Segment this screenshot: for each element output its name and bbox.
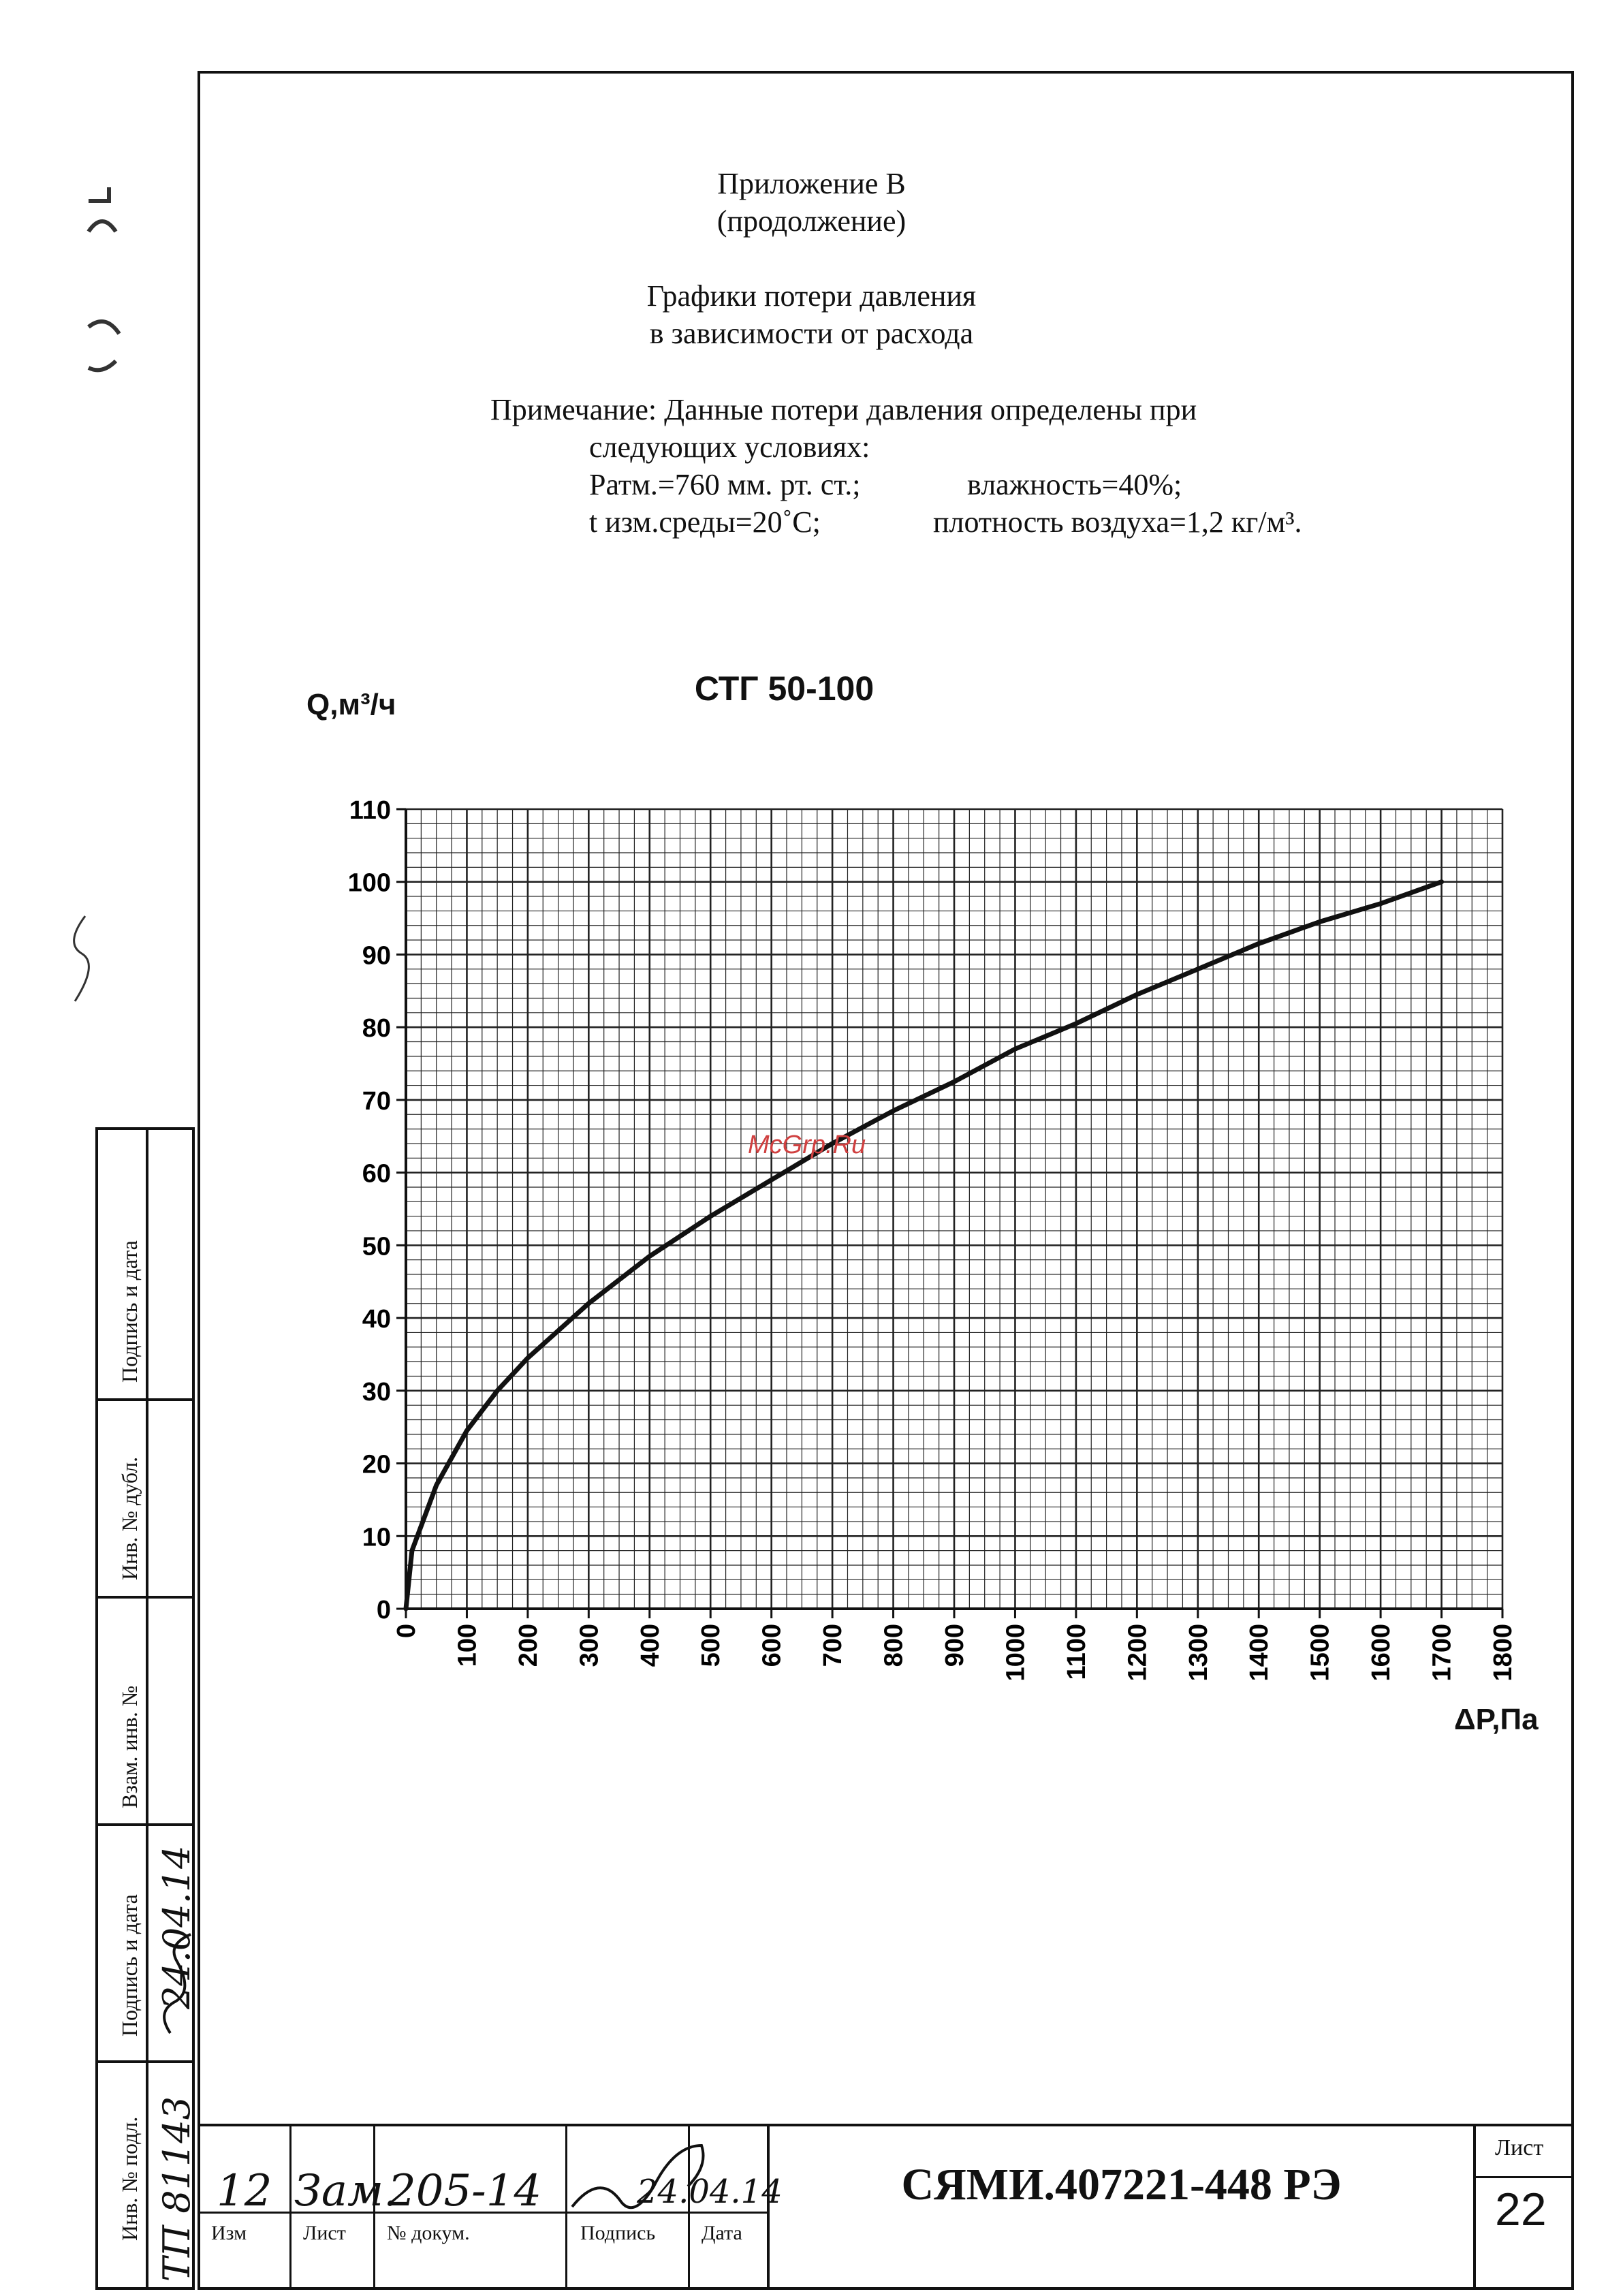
drawing-frame: [198, 71, 1574, 2290]
y-tick-label: 0: [377, 1596, 391, 1624]
note-temp: t изм.среды=20˚С;: [589, 505, 821, 539]
appendix-heading: Приложение В: [717, 167, 906, 200]
x-tick-label: 1400: [1245, 1624, 1274, 1682]
x-tick-label: 400: [636, 1624, 665, 1667]
tb-data-label: Дата: [702, 2222, 742, 2244]
tb-v5: [767, 2124, 770, 2290]
y-tick-label: 70: [362, 1087, 391, 1116]
y-tick-labels: 0 10 20 30 40 50 60 70 80 90 100 110: [348, 796, 406, 1624]
series-line-stg-50-100: [403, 879, 1445, 1611]
top-left-mark-icon: [86, 187, 121, 373]
tb-v3: [565, 2124, 567, 2290]
x-tick-labels: 0 100 200 300 400 500 600 700 800 900 1000 1100 1200…: [392, 1609, 1517, 1682]
x-tick-label: 1700: [1428, 1624, 1457, 1682]
x-tick-label: 0: [392, 1624, 421, 1638]
margin-mark-icon: [73, 915, 90, 1002]
tb-list-label: Лист: [303, 2222, 346, 2244]
tb-sheet-label: Лист: [1495, 2135, 1544, 2160]
x-tick-label: 1500: [1306, 1624, 1335, 1682]
x-tick-label: 1300: [1184, 1624, 1213, 1682]
x-tick-label: 300: [575, 1624, 603, 1667]
x-tick-label: 700: [819, 1624, 847, 1667]
tb-sheet-line: [1473, 2176, 1574, 2178]
note-line2: следующих условиях:: [589, 430, 870, 464]
note-patm: Ратм.=760 мм. рт. ст.;: [589, 468, 861, 501]
section-title-line2: в зависимости от расхода: [649, 317, 974, 350]
x-tick-label: 500: [697, 1624, 725, 1667]
y-tick-label: 20: [362, 1451, 391, 1479]
y-tick-label: 10: [362, 1523, 391, 1552]
x-tick-label: 1100: [1062, 1624, 1091, 1680]
title-signature-icon: [571, 2143, 705, 2209]
x-tick-label: 1800: [1489, 1624, 1517, 1682]
x-tick-label: 200: [514, 1624, 543, 1667]
tb-podpis-label: Подпись: [580, 2222, 656, 2244]
tb-v2: [373, 2124, 375, 2290]
x-tick-label: 1600: [1367, 1624, 1396, 1682]
y-tick-label: 100: [348, 869, 391, 898]
y-tick-label: 40: [362, 1305, 391, 1334]
continuation-heading: (продолжение): [716, 204, 907, 238]
side-cell-podpis-data-bottom: [95, 1823, 195, 2062]
side-cell-inv-podl: [95, 2060, 195, 2290]
side-cell-vzam-inv: [95, 1596, 195, 1825]
x-tick-label: 600: [758, 1624, 787, 1667]
tb-izm-value: 12: [217, 2166, 272, 2216]
tb-dokum-value: 205-14: [388, 2166, 542, 2216]
tb-dokum-label: № докум.: [387, 2222, 470, 2244]
y-axis-label: Q,м³/ч: [306, 688, 396, 721]
title-block-top-line: [198, 2124, 1574, 2126]
x-tick-label: 1200: [1123, 1624, 1152, 1682]
x-axis-label: ΔP,Па: [1454, 1703, 1539, 1736]
tb-v6: [1473, 2124, 1476, 2290]
x-tick-label: 1000: [1001, 1624, 1030, 1682]
tb-v1: [289, 2124, 291, 2290]
tb-sheet-number: 22: [1495, 2184, 1547, 2235]
y-tick-label: 30: [362, 1378, 391, 1406]
side-divider: [146, 1127, 148, 2290]
side-signature-icon: [163, 1933, 191, 2034]
tb-v4: [688, 2124, 690, 2290]
title-block-mid-line: [198, 2212, 768, 2214]
note-line1: Примечание: Данные потери давления опред…: [490, 393, 1197, 426]
x-tick-label: 900: [941, 1624, 969, 1667]
chart-title: СТГ 50-100: [694, 670, 874, 708]
x-tick-label: 100: [453, 1624, 482, 1667]
note-density: плотность воздуха=1,2 кг/м³.: [933, 505, 1302, 539]
side-cell-inv-dubl: [95, 1398, 195, 1597]
watermark: McGrp.Ru: [748, 1131, 866, 1159]
pressure-loss-chart: 0 10 20 30 40 50 60 70 80 90 100 110 0 100 200 300 400 5…: [348, 796, 1517, 1682]
tb-izm-label: Изм: [211, 2222, 247, 2244]
note-humidity: влажность=40%;: [967, 468, 1182, 501]
y-tick-label: 90: [362, 941, 391, 970]
tb-data-value: 24.04.14: [637, 2173, 783, 2211]
side-cell-podpis-data-top: [95, 1127, 195, 1400]
y-tick-label: 60: [362, 1160, 391, 1189]
y-tick-label: 50: [362, 1232, 391, 1261]
y-tick-label: 80: [362, 1014, 391, 1043]
x-tick-label: 800: [880, 1624, 909, 1667]
tb-list-value: Зам.: [294, 2166, 398, 2216]
tb-document-code: СЯМИ.407221-448 РЭ: [901, 2160, 1342, 2209]
y-tick-label: 110: [349, 796, 391, 825]
section-title-line1: Графики потери давления: [646, 279, 977, 313]
